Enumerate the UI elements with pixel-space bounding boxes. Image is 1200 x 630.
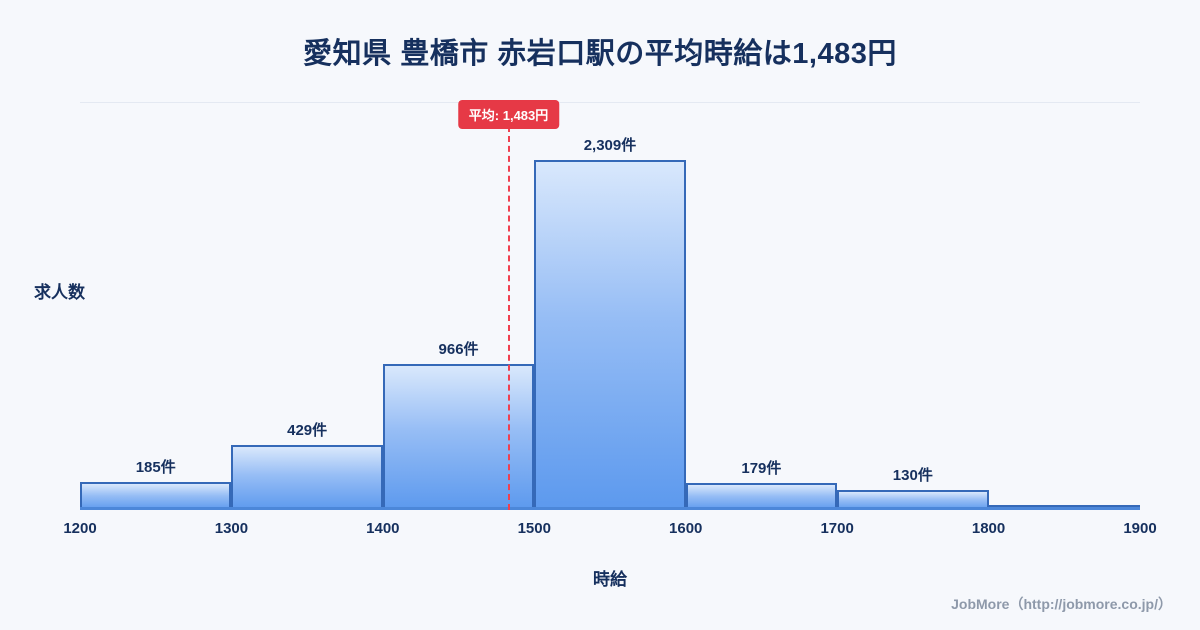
x-axis-tick: 1700 xyxy=(820,520,854,537)
x-axis-tick: 1500 xyxy=(517,520,551,537)
x-axis-tick: 1200 xyxy=(63,520,97,537)
chart-title: 愛知県 豊橋市 赤岩口駅の平均時給は1,483円 xyxy=(303,38,897,70)
average-line xyxy=(507,126,510,510)
histogram-bar xyxy=(685,482,838,510)
bar-value-label: 179件 xyxy=(741,459,782,477)
bars-container: 185件 429件 966件 2,309件 179件 130件 xyxy=(80,137,1140,510)
footer-credit: JobMore（http://jobmore.co.jp/） xyxy=(951,596,1172,612)
histogram-bin: 179件 xyxy=(685,459,838,510)
x-axis-tick: 1800 xyxy=(971,520,1006,537)
x-axis-tick: 1900 xyxy=(1123,520,1157,537)
bar-value-label: 2,309件 xyxy=(583,137,637,154)
average-badge: 平均: 1,483円 xyxy=(457,100,560,129)
histogram-bin: 130件 xyxy=(837,467,989,510)
x-axis-baseline xyxy=(80,507,1140,510)
histogram-plot: 185件 429件 966件 2,309件 179件 130件 平均: 1,483円 12… xyxy=(63,100,1157,537)
bar-value-label: 429件 xyxy=(287,421,328,439)
histogram-bin: 966件 xyxy=(382,340,535,510)
histogram-bin: 2,309件 xyxy=(534,137,686,510)
x-axis-tick: 1600 xyxy=(669,520,703,537)
histogram-bar xyxy=(837,490,989,510)
x-axis-label: 時給 xyxy=(593,570,627,589)
histogram-bar xyxy=(231,444,383,510)
top-gridline xyxy=(80,102,1140,103)
bar-value-label: 185件 xyxy=(135,458,176,476)
x-axis-tick: 1300 xyxy=(214,520,249,537)
histogram-bin: 429件 xyxy=(231,421,383,510)
y-axis-label: 求人数 xyxy=(34,283,85,302)
histogram-bin xyxy=(988,482,1140,510)
histogram-bin: 185件 xyxy=(80,458,232,510)
bar-value-label: 130件 xyxy=(892,467,933,485)
bar-value-label: 966件 xyxy=(438,340,479,358)
x-axis-tick: 1400 xyxy=(366,520,400,537)
histogram-bar xyxy=(80,481,232,510)
histogram-bar xyxy=(382,363,535,510)
x-axis-ticks: 1200 1300 1400 1500 1600 1700 1800 1900 xyxy=(63,510,1156,540)
histogram-bar xyxy=(534,160,686,510)
